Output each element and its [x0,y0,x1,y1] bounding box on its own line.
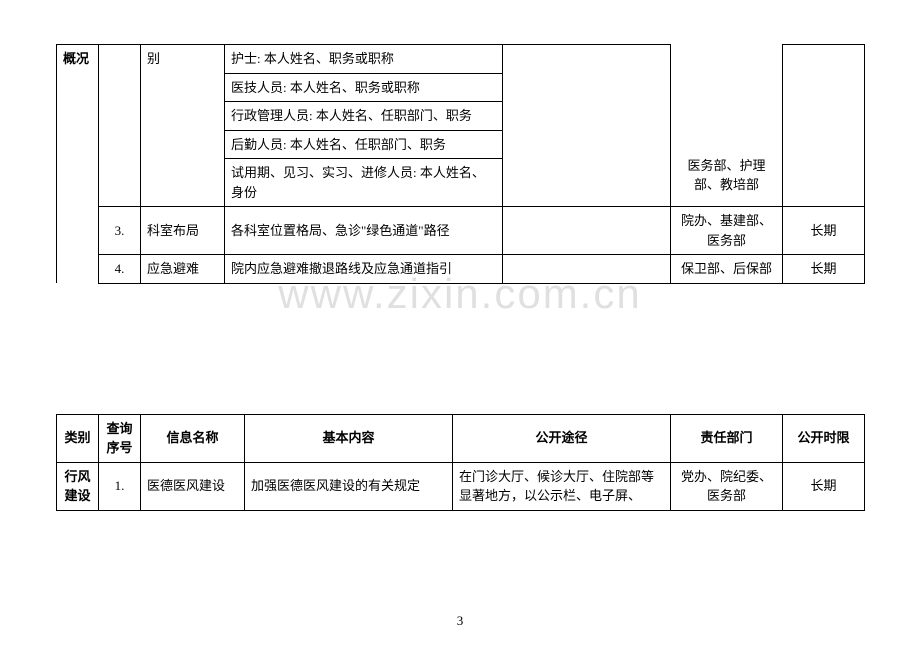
th-dept: 责任部门 [671,414,783,462]
cell-time-empty [783,45,865,207]
table-conduct: 类别 查询序号 信息名称 基本内容 公开途径 责任部门 公开时限 行风建设 1.… [56,414,865,511]
cell2-time: 长期 [783,462,865,510]
cell2-name: 医德医风建设 [141,462,245,510]
table-overview: 概况 别 护士: 本人姓名、职务或职称 医务部、护理部、教培部 医技人员: 本人… [56,44,865,284]
cell-num4: 4. [99,255,141,284]
cell-dept3: 院办、基建部、医务部 [671,207,783,255]
th-channel: 公开途径 [453,414,671,462]
cell-name4: 应急避难 [141,255,225,284]
cell-num3: 3. [99,207,141,255]
cell2-content: 加强医德医风建设的有关规定 [245,462,453,510]
cell-dept4: 保卫部、后保部 [671,255,783,284]
page-number: 3 [0,613,920,629]
cell-channel3 [503,207,671,255]
cell-empty-num [99,45,141,207]
cell-probation: 试用期、见习、实习、进修人员: 本人姓名、身份 [225,159,503,207]
cell2-channel: 在门诊大厅、候诊大厅、住院部等显著地方，以公示栏、电子屏、 [453,462,671,510]
cell2-cat: 行风建设 [57,462,99,510]
cell-category: 概况 [57,45,99,284]
th-time: 公开时限 [783,414,865,462]
th-name: 信息名称 [141,414,245,462]
cell-name3: 科室布局 [141,207,225,255]
cell-content4: 院内应急避难撤退路线及应急通道指引 [225,255,503,284]
th-cat: 类别 [57,414,99,462]
cell-bie: 别 [141,45,225,207]
cell-medtech: 医技人员: 本人姓名、职务或职称 [225,73,503,102]
cell2-dept: 党办、院纪委、医务部 [671,462,783,510]
th-content: 基本内容 [245,414,453,462]
cell2-num: 1. [99,462,141,510]
cell-channel-empty [503,45,671,207]
cell-time3: 长期 [783,207,865,255]
cell-logistics: 后勤人员: 本人姓名、任职部门、职务 [225,130,503,159]
cell-dept1: 医务部、护理部、教培部 [671,45,783,207]
cell-content3: 各科室位置格局、急诊"绿色通道"路径 [225,207,503,255]
cell-admin: 行政管理人员: 本人姓名、任职部门、职务 [225,102,503,131]
cell-nurse: 护士: 本人姓名、职务或职称 [225,45,503,74]
cell-time4: 长期 [783,255,865,284]
th-seq: 查询序号 [99,414,141,462]
cell-channel4 [503,255,671,284]
dept1-text: 医务部、护理部、教培部 [677,56,776,195]
